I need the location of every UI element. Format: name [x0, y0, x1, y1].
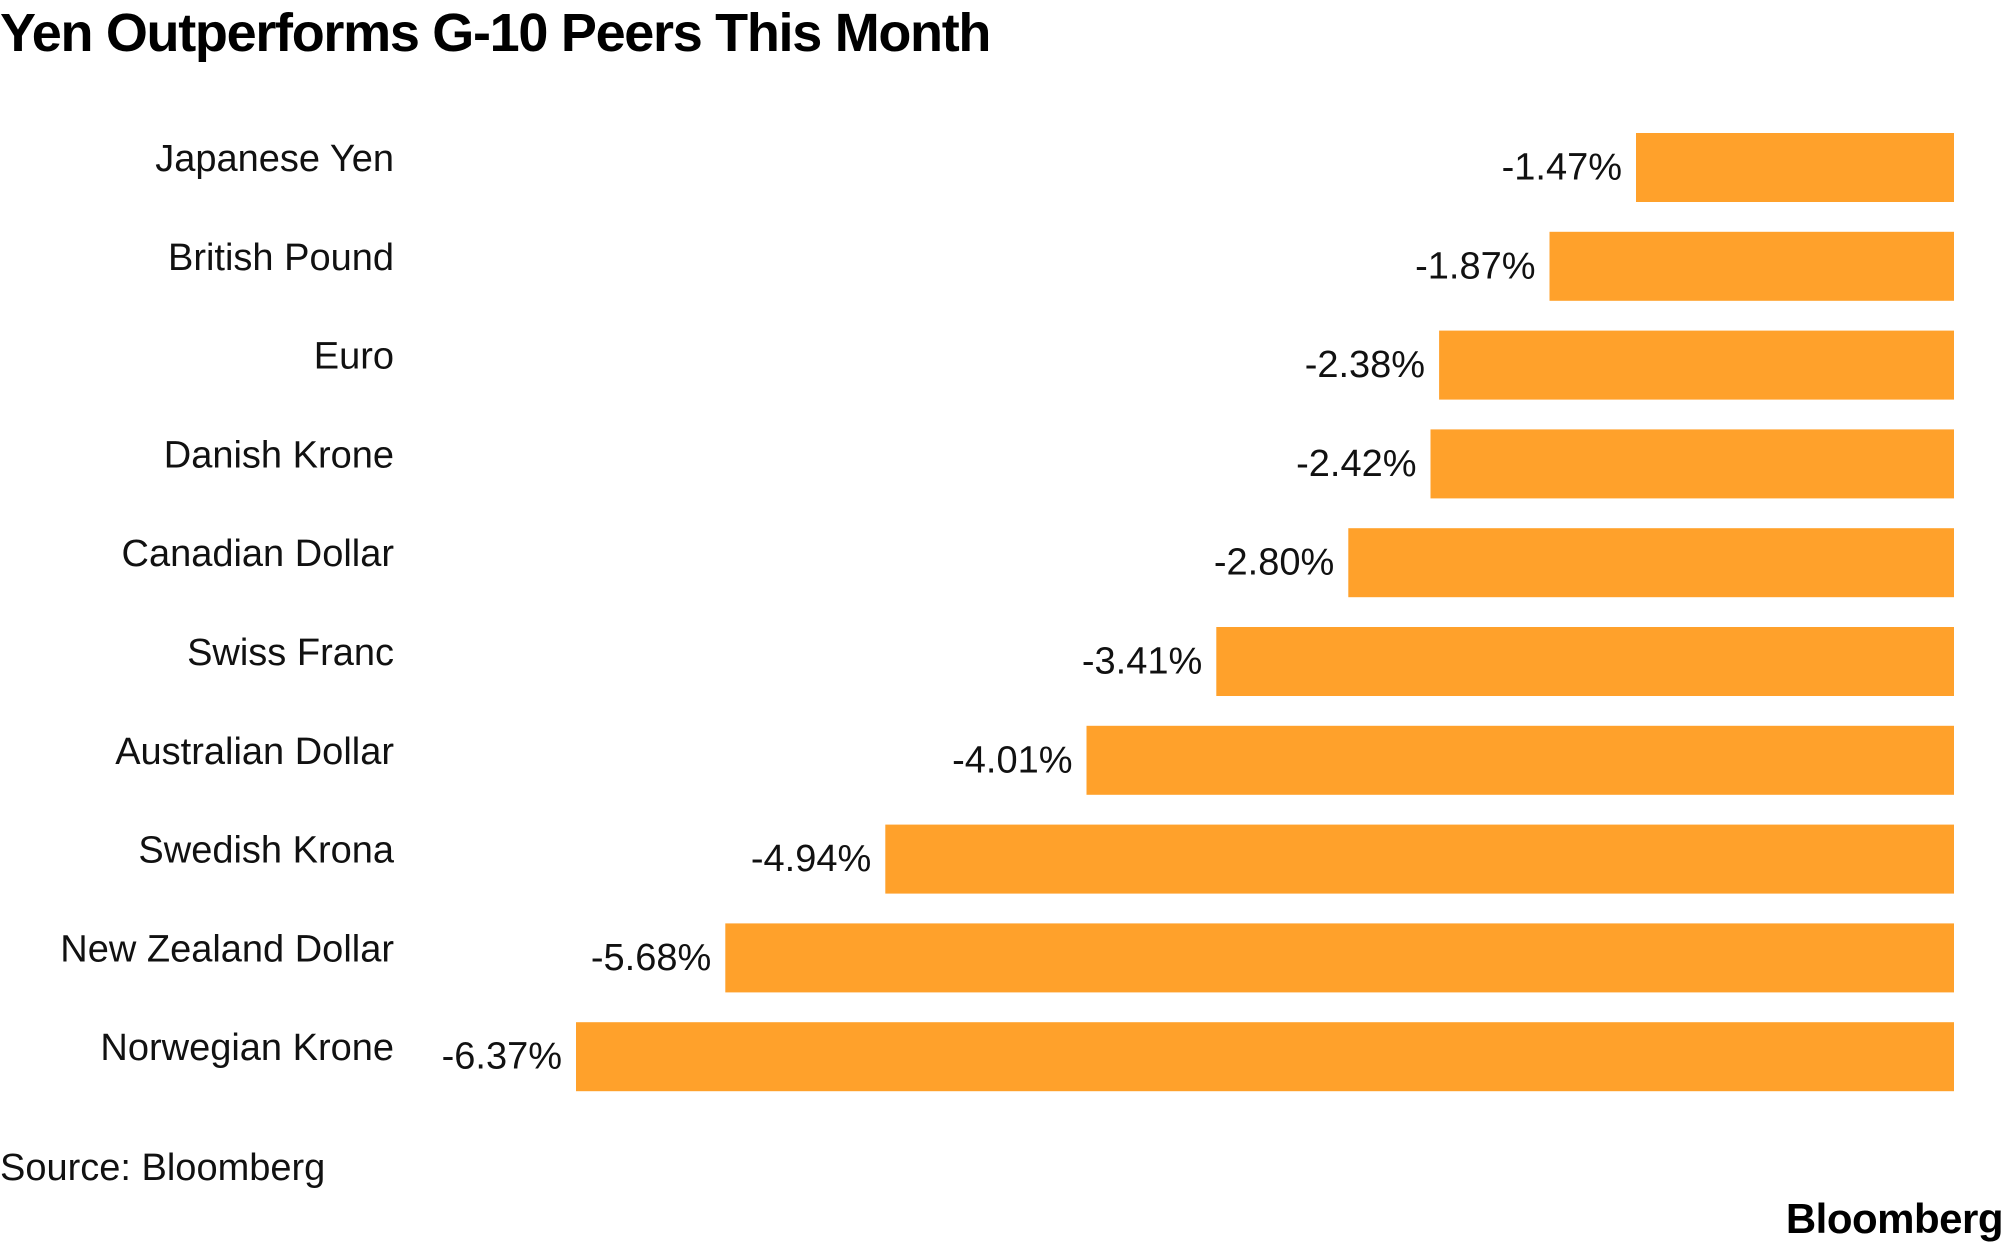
- category-label: Canadian Dollar: [122, 533, 395, 575]
- category-label: Australian Dollar: [115, 731, 394, 773]
- bar: [1549, 231, 1954, 301]
- value-label: -6.37%: [442, 1036, 562, 1078]
- category-label: Japanese Yen: [155, 138, 394, 180]
- value-label: -1.47%: [1502, 147, 1622, 189]
- value-label: -4.94%: [751, 838, 871, 880]
- chart-title: Yen Outperforms G-10 Peers This Month: [0, 3, 991, 63]
- source-note: Source: Bloomberg: [0, 1147, 326, 1189]
- category-label: Euro: [314, 336, 394, 378]
- value-label: -2.42%: [1296, 443, 1416, 485]
- bar: [1216, 627, 1954, 696]
- bar: [1086, 725, 1954, 795]
- value-label: -5.68%: [591, 937, 711, 979]
- category-label: Swiss Franc: [187, 632, 394, 674]
- value-label: -1.87%: [1415, 245, 1535, 287]
- value-label: -3.41%: [1082, 641, 1202, 683]
- bar-chart: Japanese Yen British Pound Euro Danish Kron…: [60, 133, 1954, 1092]
- bar: [885, 824, 1954, 894]
- category-label: Swedish Krona: [138, 830, 394, 872]
- category-labels-group: Japanese Yen British Pound Euro Danish Kron…: [60, 138, 395, 1069]
- bar: [1636, 133, 1954, 202]
- value-label: -2.80%: [1214, 542, 1334, 584]
- value-label: -4.01%: [952, 739, 1072, 781]
- bar: [576, 1022, 1954, 1092]
- category-label: New Zealand Dollar: [60, 928, 394, 970]
- category-label: Norwegian Krone: [100, 1027, 394, 1069]
- bars-group: [576, 133, 1954, 1092]
- bloomberg-logo: Bloomberg: [1785, 1195, 2004, 1242]
- bar: [1439, 330, 1954, 400]
- value-label: -2.38%: [1305, 344, 1425, 386]
- category-label: British Pound: [168, 237, 394, 279]
- value-labels-group: -1.47% -1.87% -2.38% -2.42% -2.80% -3.41% -4.0…: [442, 147, 1622, 1078]
- bar: [1430, 429, 1954, 499]
- bar: [1348, 528, 1954, 598]
- bar: [725, 923, 1954, 993]
- category-label: Danish Krone: [164, 434, 394, 476]
